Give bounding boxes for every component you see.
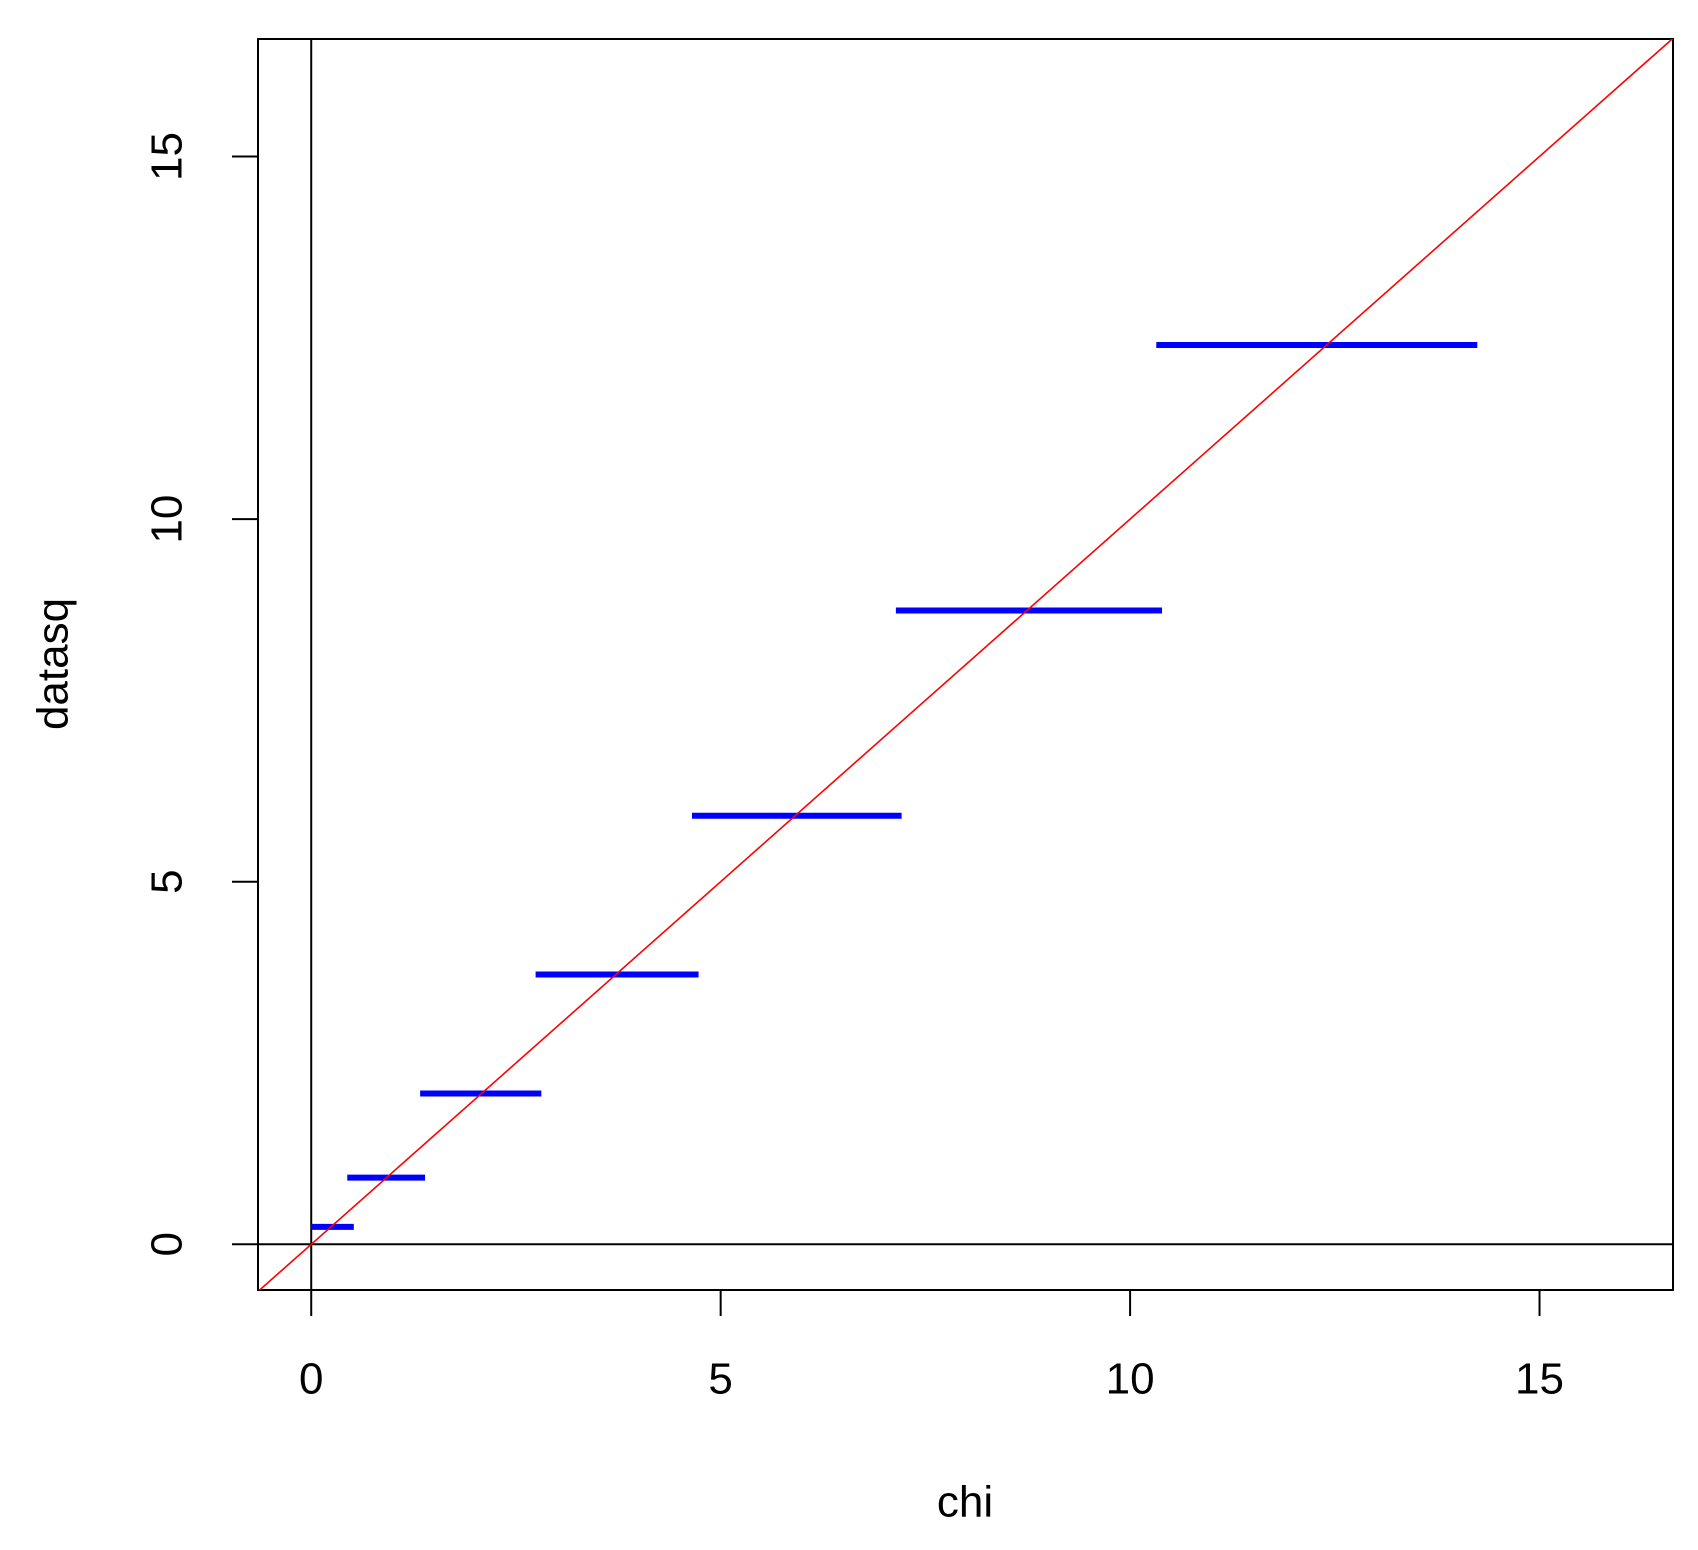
abline — [258, 39, 1673, 1290]
y-tick-label: 15 — [143, 132, 192, 181]
x-tick-label: 10 — [1106, 1355, 1155, 1404]
y-tick-label: 5 — [143, 869, 192, 893]
plot-area — [258, 39, 1673, 1290]
x-tick-label: 5 — [708, 1355, 732, 1404]
y-axis-label: datasq — [29, 598, 78, 730]
y-tick-label: 0 — [143, 1232, 192, 1256]
x-axis-label: chi — [937, 1478, 993, 1527]
x-tick-label: 15 — [1515, 1355, 1564, 1404]
y-tick-label: 10 — [143, 495, 192, 544]
plot-box — [257, 38, 1674, 1291]
x-tick-label: 0 — [299, 1355, 323, 1404]
